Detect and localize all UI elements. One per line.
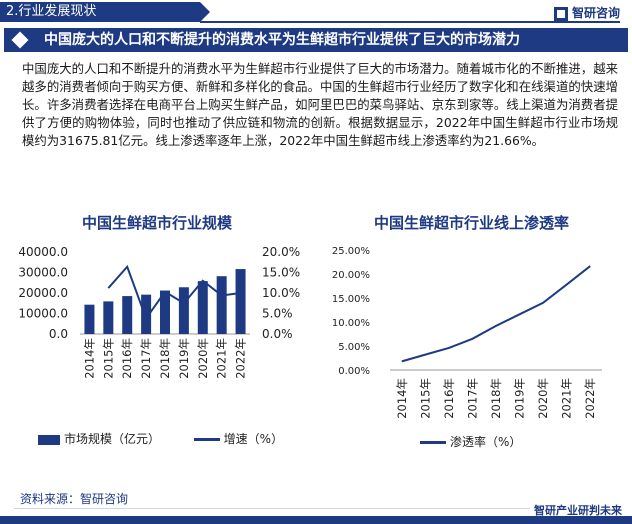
penetration-chart: 0.00% 5.00% 10.00% 15.00% 20.00% 25.00% 2014年 2…: [332, 246, 602, 419]
y-tick-label: 0.00%: [338, 366, 370, 377]
y-tick-label: 5.00%: [338, 342, 370, 353]
right-tick-label: 5.0%: [262, 307, 293, 321]
bottom-bar: [0, 516, 632, 524]
chart1-title: 中国生鲜超市行业规模: [82, 214, 233, 232]
y-tick-label: 15.00%: [332, 294, 370, 305]
left-tick-label: 40000.0: [18, 245, 68, 259]
chart2-legend: 渗透率（%）: [420, 433, 521, 450]
y-tick-label: 20.00%: [332, 270, 370, 281]
x-tick-label: 2022年: [234, 338, 248, 379]
growth-line: [107, 264, 241, 321]
bar: [160, 290, 170, 334]
x-tick-label: 2017年: [465, 378, 479, 419]
x-tick-label: 2020年: [536, 378, 550, 419]
right-tick-label: 0.0%: [262, 327, 293, 341]
bar: [235, 269, 246, 334]
market-size-chart: 0.0 10000.0 20000.0 30000.0 40000.0 0.0% 5.0% 1…: [18, 245, 300, 379]
bar: [216, 276, 227, 334]
x-tick-label: 2019年: [513, 378, 527, 419]
y-tick-label: 10.00%: [332, 318, 370, 329]
brand-logo-icon: [553, 6, 568, 21]
bar: [141, 294, 152, 334]
left-tick-label: 0.0: [49, 327, 68, 341]
body-paragraph: 中国庞大的人口和不断提升的消费水平为生鲜超市行业提供了巨大的市场潜力。随着城市化…: [22, 61, 618, 148]
x-tick-label: 2016年: [442, 378, 456, 419]
brand-name: 智研咨询: [571, 6, 620, 20]
x-tick-label: 2014年: [395, 378, 409, 419]
x-tick-label: 2021年: [215, 338, 229, 379]
legend-line-swatch: [193, 438, 220, 441]
legend-bar-label: 市场规模（亿元）: [64, 432, 161, 446]
bar: [122, 296, 133, 334]
x-tick-label: 2021年: [560, 378, 574, 419]
headline-banner: 中国庞大的人口和不断提升的消费水平为生鲜超市行业提供了巨大的市场潜力: [4, 28, 628, 52]
left-tick-label: 10000.0: [18, 307, 68, 321]
x-tick-label: 2015年: [101, 338, 115, 379]
top-divider: [200, 21, 620, 23]
x-tick-label: 2022年: [583, 378, 597, 419]
chart1-legend: 市场规模（亿元） 增速（%）: [38, 430, 283, 447]
brand-logo: 智研咨询: [553, 4, 620, 21]
bar: [197, 281, 208, 334]
x-tick-label: 2020年: [196, 338, 210, 379]
x-tick-label: 2019年: [177, 338, 191, 379]
x-tick-label: 2018年: [489, 378, 503, 419]
diamond-icon: [11, 31, 29, 49]
top-bar: 2.行业发展现状 智研咨询: [0, 0, 632, 24]
right-tick-label: 20.0%: [262, 245, 300, 259]
legend-bar-swatch: [38, 434, 60, 445]
y-tick-label: 25.00%: [332, 246, 370, 257]
left-tick-label: 30000.0: [18, 266, 68, 280]
x-tick-label: 2014年: [82, 338, 96, 379]
legend-line-label: 渗透率（%）: [450, 435, 522, 449]
x-tick-label: 2016年: [120, 338, 134, 379]
bar: [178, 287, 189, 334]
right-tick-label: 10.0%: [262, 286, 300, 300]
section-label: 2.行业发展现状: [0, 2, 210, 22]
penetration-line: [401, 265, 591, 363]
legend-line-swatch: [420, 441, 446, 444]
left-tick-label: 20000.0: [18, 286, 68, 300]
footer-brand: 智研产业研判未来: [530, 502, 622, 518]
x-tick-label: 2015年: [418, 378, 432, 419]
legend-line-label: 增速（%）: [223, 432, 284, 446]
chart2-title: 中国生鲜超市行业线上渗透率: [374, 214, 570, 232]
x-tick-label: 2018年: [158, 338, 172, 379]
right-tick-label: 15.0%: [262, 266, 300, 280]
bar: [84, 304, 95, 334]
footer-divider: [14, 508, 618, 509]
x-tick-label: 2017年: [139, 338, 153, 379]
bar: [103, 301, 114, 334]
data-source: 资料来源：智研咨询: [20, 492, 129, 506]
headline-text: 中国庞大的人口和不断提升的消费水平为生鲜超市行业提供了巨大的市场潜力: [44, 32, 520, 48]
